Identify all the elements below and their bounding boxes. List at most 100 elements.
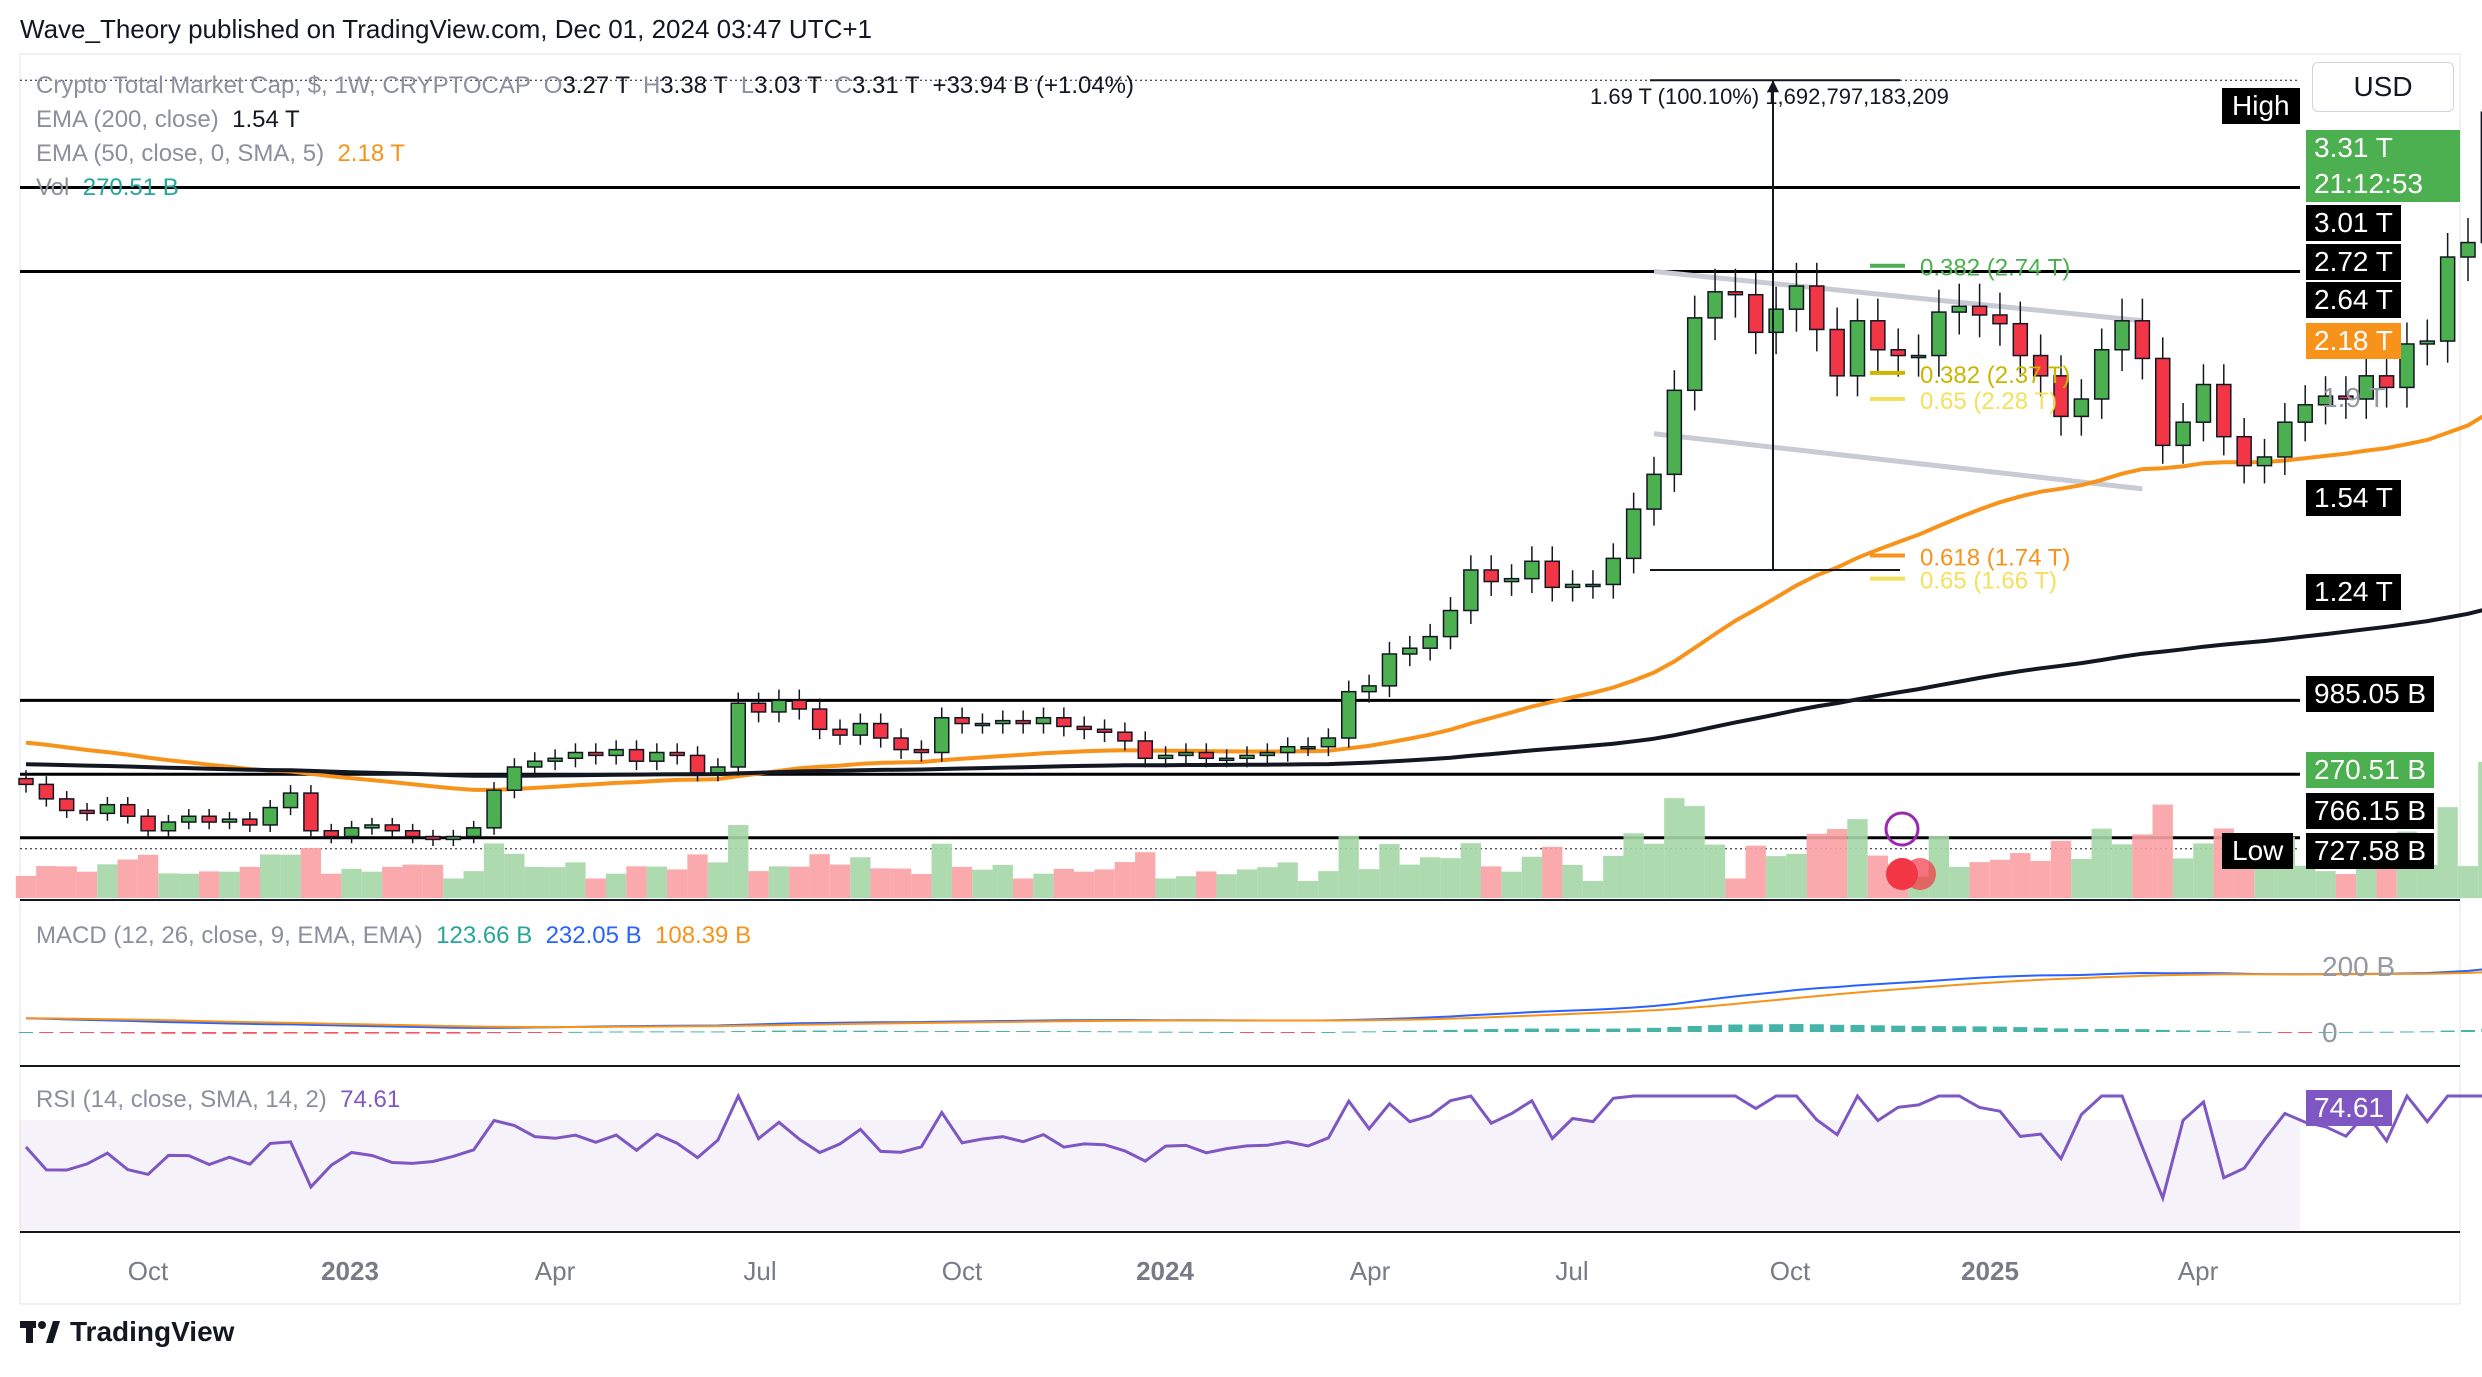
macd-hist-bar-79	[1626, 1028, 1641, 1032]
candle-body-79	[1625, 508, 1642, 560]
macd-hist-bar-85	[1748, 1024, 1763, 1032]
candle-body-108	[2216, 383, 2232, 438]
volume-bar-61	[1257, 867, 1278, 898]
volume-bar-15	[321, 873, 342, 898]
candle-body-76	[1564, 583, 1581, 589]
volume-bar-33	[687, 854, 708, 898]
candle-body-91	[1870, 320, 1886, 351]
macd-hist-bar-86	[1769, 1024, 1784, 1032]
volume-bar-2	[56, 866, 77, 898]
macd-line-value: 232.05 B	[545, 922, 642, 949]
measure-arrow-head	[1767, 80, 1779, 93]
macd-hist-bar-15	[324, 1032, 339, 1034]
macd-hist-bar-19	[405, 1032, 420, 1034]
macd-hist-bar-60	[1240, 1032, 1254, 1033]
macd-hist-bar-96	[1972, 1026, 1987, 1032]
ema200-label: EMA (200, close)	[36, 106, 219, 133]
volume-bar-53	[1094, 869, 1115, 898]
macd-legend[interactable]: MACD (12, 26, close, 9, EMA, EMA) 123.66…	[36, 922, 751, 950]
volume-bar-82	[1684, 806, 1705, 898]
volume-bar-99	[2030, 860, 2051, 898]
candle-body-112	[2297, 404, 2313, 423]
volume-bar-16	[341, 868, 362, 898]
macd-hist-bar-114	[2338, 1031, 2353, 1033]
volume-bar-81	[1664, 798, 1685, 898]
macd-hist-bar-115	[2359, 1031, 2374, 1033]
x-axis-label-9: 2025	[1961, 1256, 2019, 1286]
macd-hist-bar-40	[833, 1030, 847, 1032]
macd-hist-bar-23	[487, 1032, 502, 1034]
fib-label-4: 0.65 (1.66 T)	[1920, 568, 2057, 595]
macd-signal-line	[25, 971, 2482, 1029]
macd-hist-bar-78	[1606, 1028, 1621, 1032]
volume-bar-71	[1460, 843, 1481, 898]
ema50-legend[interactable]: EMA (50, close, 0, SMA, 5) 2.18 T	[36, 140, 405, 168]
candle-body-32	[669, 751, 685, 757]
macd-hist-bar-32	[670, 1031, 685, 1033]
volume-bar-47	[972, 869, 993, 898]
macd-hist-bar-18	[385, 1032, 400, 1034]
currency-selector[interactable]: USD	[2312, 62, 2454, 112]
alert-icon	[1884, 811, 1920, 847]
countdown-tag: 21:12:53	[2306, 166, 2460, 202]
candle-body-28	[588, 751, 604, 757]
volume-bar-11	[239, 866, 260, 898]
ema200-legend[interactable]: EMA (200, close) 1.54 T	[36, 106, 300, 134]
ema50-price-tag: 2.18 T	[2306, 323, 2401, 359]
candle-body-33	[689, 754, 706, 774]
macd-hist-bar-68	[1402, 1030, 1417, 1032]
volume-bar-52	[1074, 871, 1095, 898]
candle-body-109	[2236, 435, 2252, 467]
candle-body-24	[506, 766, 523, 791]
volume-bar-56	[1155, 878, 1176, 898]
ema50-value: 2.18 T	[337, 140, 406, 167]
volume-bar-22	[463, 871, 484, 898]
macd-hist-bar-69	[1423, 1030, 1438, 1032]
volume-bar-72	[1481, 866, 1502, 898]
volume-bar-83	[1704, 844, 1726, 898]
candle-body-19	[404, 829, 421, 838]
macd-hist-bar-34	[710, 1031, 725, 1033]
volume-bar-43	[890, 868, 912, 898]
tradingview-logo[interactable]: TradingView	[20, 1316, 234, 1348]
candle-body-12	[262, 806, 278, 826]
candle-body-89	[1829, 328, 1845, 377]
candle-body-53	[1096, 728, 1113, 733]
ema200-value: 1.54 T	[232, 106, 300, 133]
macd-hist-bar-12	[263, 1032, 278, 1034]
candle-body-30	[628, 748, 645, 762]
macd-hist-bar-7	[161, 1032, 176, 1034]
candle-body-115	[2358, 375, 2374, 400]
macd-hist-bar-14	[303, 1032, 318, 1034]
macd-hist-bar-90	[1850, 1024, 1865, 1032]
macd-hist-bar-101	[2074, 1028, 2089, 1032]
macd-hist-bar-77	[1585, 1028, 1600, 1032]
candle-body-78	[1605, 557, 1622, 586]
macd-hist-bar-22	[466, 1032, 481, 1034]
volume-bar-37	[768, 866, 790, 898]
volume-bar-65	[1338, 835, 1359, 898]
candle-body-11	[242, 818, 258, 826]
macd-hist-bar-1	[39, 1032, 54, 1033]
candle-body-111	[2277, 421, 2293, 458]
price-level-tag-5: 985.05 B	[2306, 676, 2435, 712]
volume-bar-101	[2071, 858, 2092, 898]
macd-hist-bar-106	[2176, 1030, 2191, 1032]
rsi-legend[interactable]: RSI (14, close, SMA, 14, 2) 74.61	[36, 1086, 400, 1114]
vol-legend[interactable]: Vol 270.51 B	[36, 174, 179, 202]
macd-hist-bar-36	[751, 1030, 766, 1032]
macd-hist-bar-109	[2237, 1031, 2252, 1033]
candle-body-117	[2399, 343, 2415, 389]
rsi-value: 74.61	[340, 1086, 401, 1113]
volume-bar-75	[1542, 846, 1563, 898]
macd-signal-value: 108.39 B	[655, 922, 752, 949]
macd-hist-bar-72	[1484, 1029, 1499, 1032]
candle-body-64	[1320, 737, 1337, 748]
fib-label-2: 0.65 (2.28 T)	[1920, 388, 2057, 415]
price-level-tag-2: 2.64 T	[2306, 282, 2401, 318]
macd-hist-bar-70	[1443, 1029, 1458, 1032]
macd-hist-bar-104	[2135, 1029, 2150, 1032]
price-level-tag-1: 2.72 T	[2306, 244, 2401, 280]
candle-body-65	[1341, 690, 1357, 739]
